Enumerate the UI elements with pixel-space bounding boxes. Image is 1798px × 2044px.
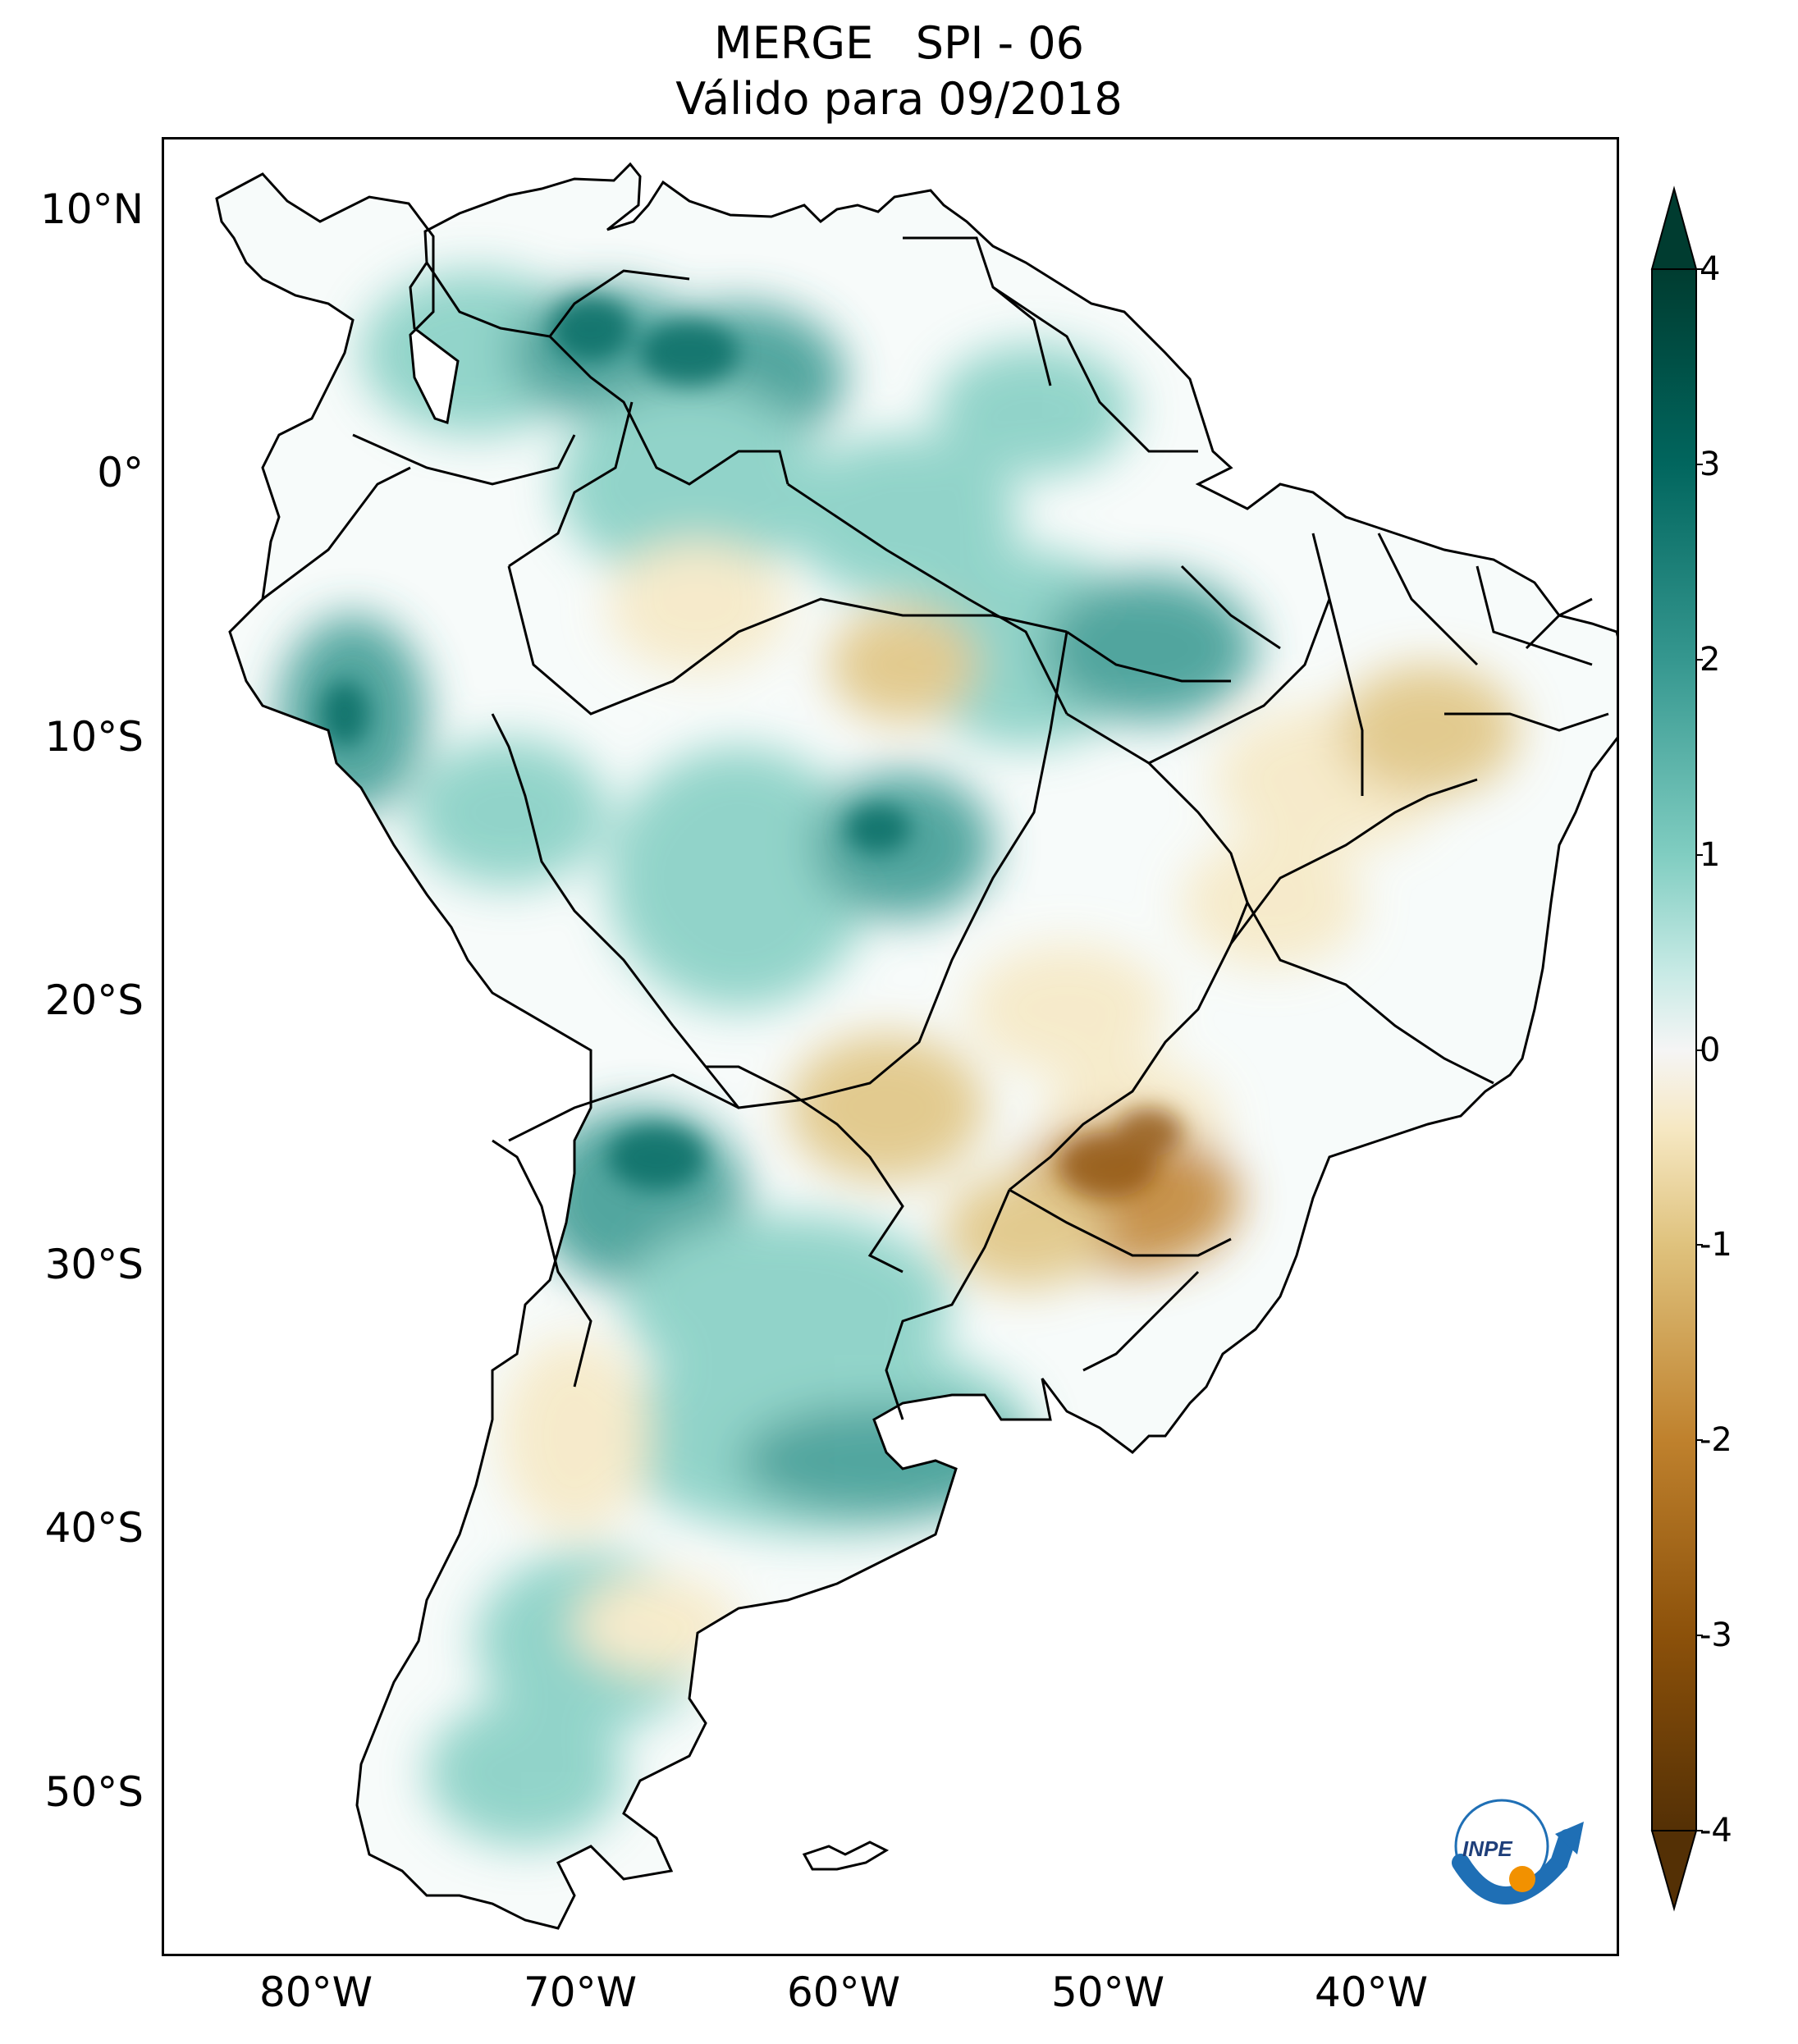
lon-label-80w: 80°W [258,1969,373,2016]
colorbar-tick-minus3: -3 [1700,1616,1732,1654]
colorbar-tick-1: 1 [1700,836,1721,874]
colorbar-tick-3: 3 [1700,446,1721,483]
lat-label-50s: 50°S [44,1768,144,1816]
lon-label-50w: 50°W [1050,1969,1165,2016]
lat-label-30s: 30°S [44,1241,144,1288]
colorbar-tick-minus2: -2 [1700,1421,1732,1459]
lat-label-10n: 10°N [39,185,144,233]
lon-label-40w: 40°W [1314,1969,1429,2016]
inpe-logo-text: INPE [1462,1836,1512,1861]
colorbar-tick-4: 4 [1700,250,1721,288]
political-borders [262,236,1609,1420]
lat-label-20s: 20°S [44,976,144,1024]
lon-label-60w: 60°W [786,1969,901,2016]
colorbar-gradient [1651,268,1697,1831]
colorbar-extend-top [1650,185,1698,270]
map-title: MERGE SPI - 06 [714,17,1084,69]
lat-label-40s: 40°S [44,1504,144,1552]
map-subtitle: Válido para 09/2018 [675,73,1123,125]
south-america-map: INPE [215,162,1617,1930]
inpe-logo-icon: INPE [1452,1799,1584,1905]
colorbar-tick-2: 2 [1700,641,1721,679]
lat-label-0: 0° [97,449,144,496]
colorbar-tick-minus1: -1 [1700,1226,1732,1264]
colorbar-tick-0: 0 [1700,1031,1721,1069]
colorbar-extend-bottom [1650,1830,1698,1912]
lat-label-10s: 10°S [44,713,144,761]
lon-label-70w: 70°W [523,1969,638,2016]
colorbar-tick-minus4: -4 [1700,1812,1732,1850]
falkland-islands [802,1841,890,1871]
map-area: INPE [162,137,1619,1956]
